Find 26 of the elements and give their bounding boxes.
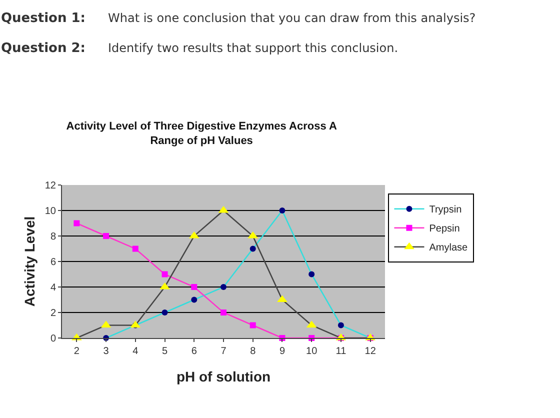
x-tick-label: 8 — [250, 346, 256, 357]
y-tick-label: 8 — [50, 232, 56, 242]
legend-label: Trypsin — [429, 204, 462, 216]
x-tick-label: 4 — [132, 346, 139, 357]
y-tick-label: 12 — [44, 180, 56, 192]
y-tick-label: 0 — [50, 334, 56, 344]
x-tick-label: 3 — [103, 346, 110, 357]
y-axis-title: Activity Level — [21, 216, 38, 307]
legend-label: Pepsin — [429, 224, 460, 235]
x-tick-label: 9 — [279, 346, 286, 357]
x-tick-label: 6 — [191, 346, 198, 357]
x-tick-label: 11 — [336, 346, 347, 357]
x-tick-label: 5 — [162, 346, 168, 357]
text: Question 2: Identify two results that support this conclusion. — [1, 41, 398, 56]
x-tick-label: 10 — [306, 346, 318, 357]
text: Question 1: What is one conclusion that you can draw from this analysis? — [1, 11, 476, 26]
x-tick-label: 2 — [74, 346, 80, 357]
x-tick-label: 7 — [220, 346, 227, 357]
y-tick-label: 6 — [50, 257, 56, 268]
y-tick-label: 2 — [50, 308, 56, 319]
x-tick-label: 12 — [364, 346, 376, 357]
x-axis-title: pH of solution — [176, 368, 271, 384]
chart-title: Activity Level of Three Digestive Enzymes Across A Range of pH Values — [66, 120, 337, 147]
y-tick-label: 10 — [44, 206, 56, 217]
y-tick-label: 4 — [50, 282, 56, 294]
legend-label: Amylase — [429, 242, 468, 254]
